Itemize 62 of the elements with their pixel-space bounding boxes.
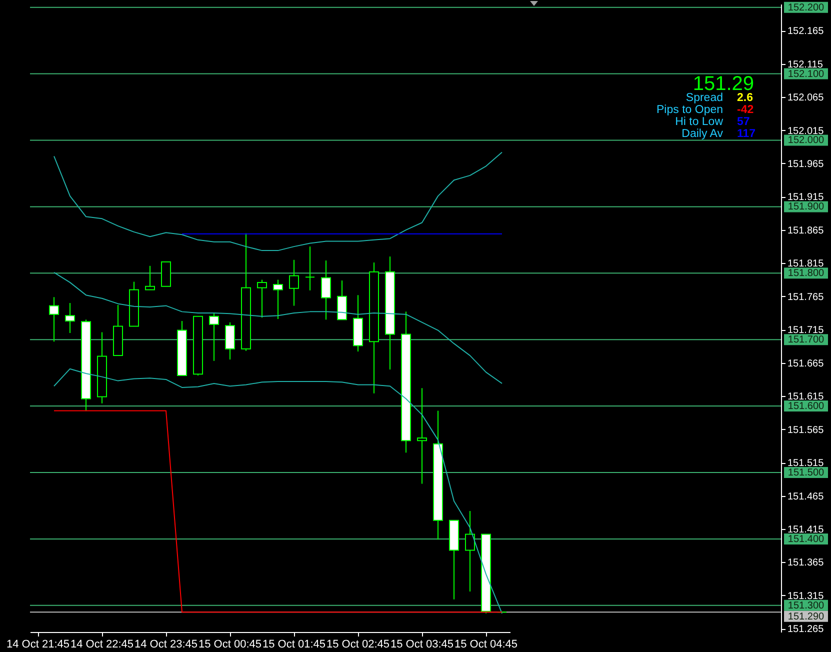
- ref-line-label: 151.300: [788, 600, 825, 612]
- candlestick: [273, 279, 283, 320]
- candlestick: [209, 312, 219, 362]
- x-tick-label: 15 Oct 03:45: [390, 638, 454, 650]
- text: 117: [737, 128, 756, 140]
- y-tick-label: 151.815: [788, 258, 824, 270]
- candlestick: [145, 265, 155, 290]
- ref-line-label: 151.290: [788, 611, 825, 622]
- y-tick-label: 152.015: [788, 126, 824, 137]
- candlestick: [225, 322, 235, 360]
- y-tick-label: 151.615: [788, 392, 824, 403]
- candlestick: [417, 388, 427, 484]
- candlestick: [321, 260, 331, 320]
- x-tick-label: 15 Oct 04:45: [454, 638, 518, 650]
- y-tick-label: 151.565: [788, 424, 824, 436]
- y-tick-label: 151.765: [788, 292, 824, 303]
- line-series: [54, 152, 502, 252]
- x-tick-label: 15 Oct 01:45: [262, 638, 326, 650]
- text: Pips to Open: [656, 104, 723, 116]
- candlestick: [465, 510, 475, 592]
- line-series: [54, 368, 502, 614]
- candlestick: [65, 302, 75, 334]
- y-tick-label: 151.865: [788, 225, 824, 236]
- candlestick: [257, 279, 267, 318]
- candlestick: [49, 296, 59, 342]
- ref-line-label: 151.500: [788, 468, 825, 479]
- y-tick-label: 151.965: [788, 158, 824, 170]
- candlestick: [305, 246, 315, 291]
- text: -42: [737, 104, 754, 116]
- y-tick-label: 151.315: [788, 590, 824, 602]
- y-tick-label: 152.115: [788, 59, 824, 70]
- x-tick-label: 15 Oct 02:45: [326, 638, 390, 650]
- y-tick-label: 152.165: [788, 26, 824, 38]
- y-tick-label: 151.465: [788, 491, 824, 502]
- ref-line-label: 152.000: [788, 135, 825, 146]
- ref-line-label: 151.800: [788, 268, 825, 280]
- y-tick-label: 151.415: [788, 524, 824, 536]
- y-tick-label: 151.265: [788, 624, 824, 636]
- text: Spread: [686, 92, 723, 104]
- text: 2.6: [737, 92, 753, 104]
- y-tick-label: 152.065: [788, 92, 824, 104]
- y-tick-label: 151.515: [788, 458, 824, 470]
- text: Hi to Low: [675, 116, 724, 128]
- x-tick-label: 14 Oct 21:45: [6, 638, 70, 650]
- candlestick: [337, 280, 347, 320]
- ref-line-label: 151.600: [788, 401, 825, 412]
- y-tick-label: 151.715: [788, 325, 824, 336]
- line-series: [54, 272, 502, 384]
- y-tick-label: 151.365: [788, 558, 824, 569]
- text: 57: [737, 116, 750, 128]
- x-tick-label: 14 Oct 23:45: [134, 638, 198, 650]
- ref-line-label: 152.200: [788, 2, 825, 14]
- ref-line-label: 151.700: [788, 334, 825, 346]
- y-tick-label: 151.915: [788, 192, 824, 204]
- ref-line-label: 151.400: [788, 534, 825, 545]
- y-tick-label: 151.665: [788, 358, 824, 370]
- ref-line-label: 151.900: [788, 202, 825, 213]
- ref-line-label: 152.100: [788, 68, 825, 80]
- x-tick-label: 15 Oct 00:45: [198, 638, 262, 650]
- x-tick-label: 14 Oct 22:45: [70, 638, 134, 650]
- candlestick: [289, 259, 299, 306]
- text: Daily Av: [682, 128, 724, 140]
